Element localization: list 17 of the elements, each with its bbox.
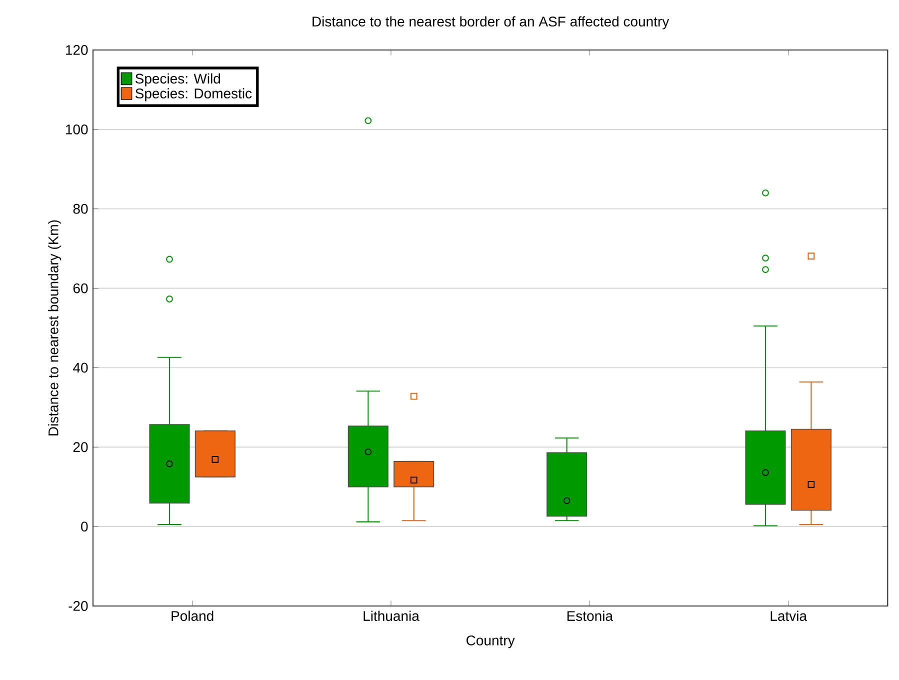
x-tick-label: Poland xyxy=(172,610,214,621)
y-tick-label: 60 xyxy=(73,283,88,294)
y-tick-label: 100 xyxy=(66,124,88,134)
y-tick-label: -20 xyxy=(68,601,88,611)
x-axis-title: Country xyxy=(466,635,515,648)
y-tick-label: 0 xyxy=(81,522,88,532)
legend-label: Species: Wild xyxy=(135,73,220,86)
y-tick-label: 40 xyxy=(73,362,88,373)
y-tick-label: 20 xyxy=(73,442,88,452)
x-tick-label: Estonia xyxy=(567,610,614,621)
y-tick-label: 120 xyxy=(66,45,88,55)
y-axis-title: Distance to nearest boundary (Km) xyxy=(48,220,62,436)
x-tick-label: Lithuania xyxy=(364,610,420,621)
x-tick-label: Latvia xyxy=(770,610,807,621)
chart-title: Distance to the nearest border of an ASF affected country xyxy=(312,16,670,30)
legend-label: Species: Domestic xyxy=(135,88,252,102)
y-tick-label: 80 xyxy=(73,204,88,214)
